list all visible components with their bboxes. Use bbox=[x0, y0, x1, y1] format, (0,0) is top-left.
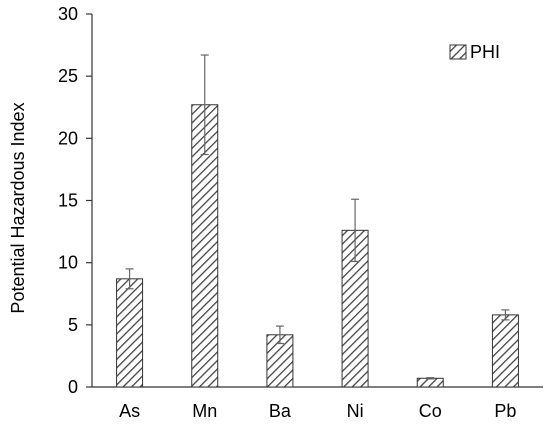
y-tick-label: 0 bbox=[68, 377, 78, 397]
bar-co bbox=[416, 377, 444, 388]
legend-label: PHI bbox=[470, 42, 500, 62]
y-tick-label: 5 bbox=[68, 315, 78, 335]
y-tick-label: 30 bbox=[58, 4, 78, 24]
x-tick-label: Ba bbox=[269, 401, 292, 421]
x-tick-label: As bbox=[119, 401, 140, 421]
bar-pb bbox=[491, 314, 519, 388]
x-tick-label: Co bbox=[419, 401, 442, 421]
y-tick-label: 20 bbox=[58, 128, 78, 148]
x-tick-label: Pb bbox=[494, 401, 516, 421]
plot-area: 0 5 10 15 20 25 30 As Mn Ba Ni Co Pb PHI bbox=[58, 4, 543, 421]
legend-swatch bbox=[449, 44, 467, 60]
y-tick-label: 15 bbox=[58, 191, 78, 211]
y-tick-label: 10 bbox=[58, 253, 78, 273]
y-tick-label: 25 bbox=[58, 66, 78, 86]
x-tick-label: Mn bbox=[192, 401, 217, 421]
x-tick-label: Ni bbox=[347, 401, 364, 421]
y-axis-label: Potential Hazardous Index bbox=[8, 102, 28, 313]
bar-as bbox=[116, 278, 144, 388]
